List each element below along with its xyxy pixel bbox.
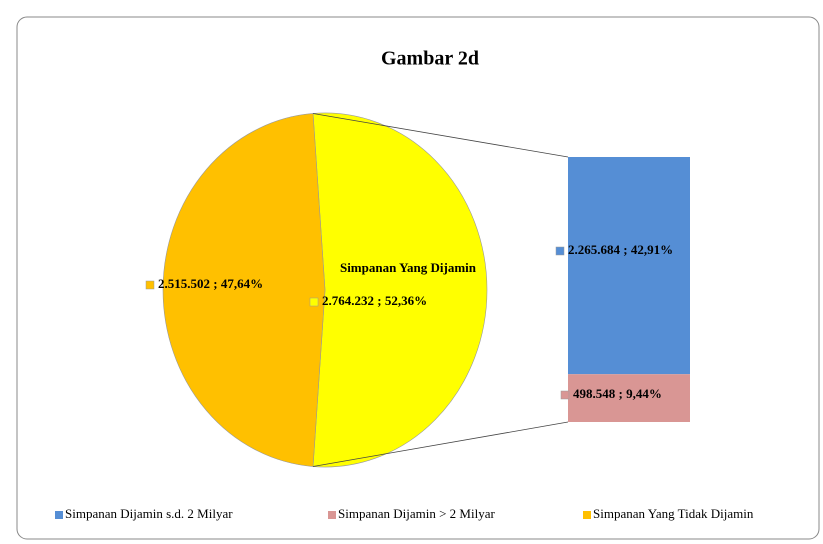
label-key <box>145 280 155 290</box>
label-key <box>309 297 319 307</box>
data-label: 2.764.232 ; 52,36% <box>322 293 427 308</box>
data-label: 2.265.684 ; 42,91% <box>568 242 673 257</box>
pie-slice <box>162 113 326 467</box>
chart-title: Gambar 2d <box>381 48 479 70</box>
bar-segment <box>568 157 690 375</box>
legend-label: Simpanan Yang Tidak Dijamin <box>593 506 754 521</box>
connector <box>312 113 569 158</box>
bar-segment <box>568 374 690 422</box>
connector <box>312 421 569 467</box>
legend-label: Simpanan Dijamin s.d. 2 Milyar <box>65 506 233 521</box>
legend-key <box>328 511 336 519</box>
slice-category-label: Simpanan Yang Dijamin <box>340 260 477 275</box>
legend-key <box>583 511 591 519</box>
data-label: 2.515.502 ; 47,64% <box>158 276 263 291</box>
label-key <box>560 390 570 400</box>
data-label: 498.548 ; 9,44% <box>573 386 662 401</box>
legend-key <box>55 511 63 519</box>
legend-label: Simpanan Dijamin > 2 Milyar <box>338 506 495 521</box>
label-key <box>555 246 565 256</box>
